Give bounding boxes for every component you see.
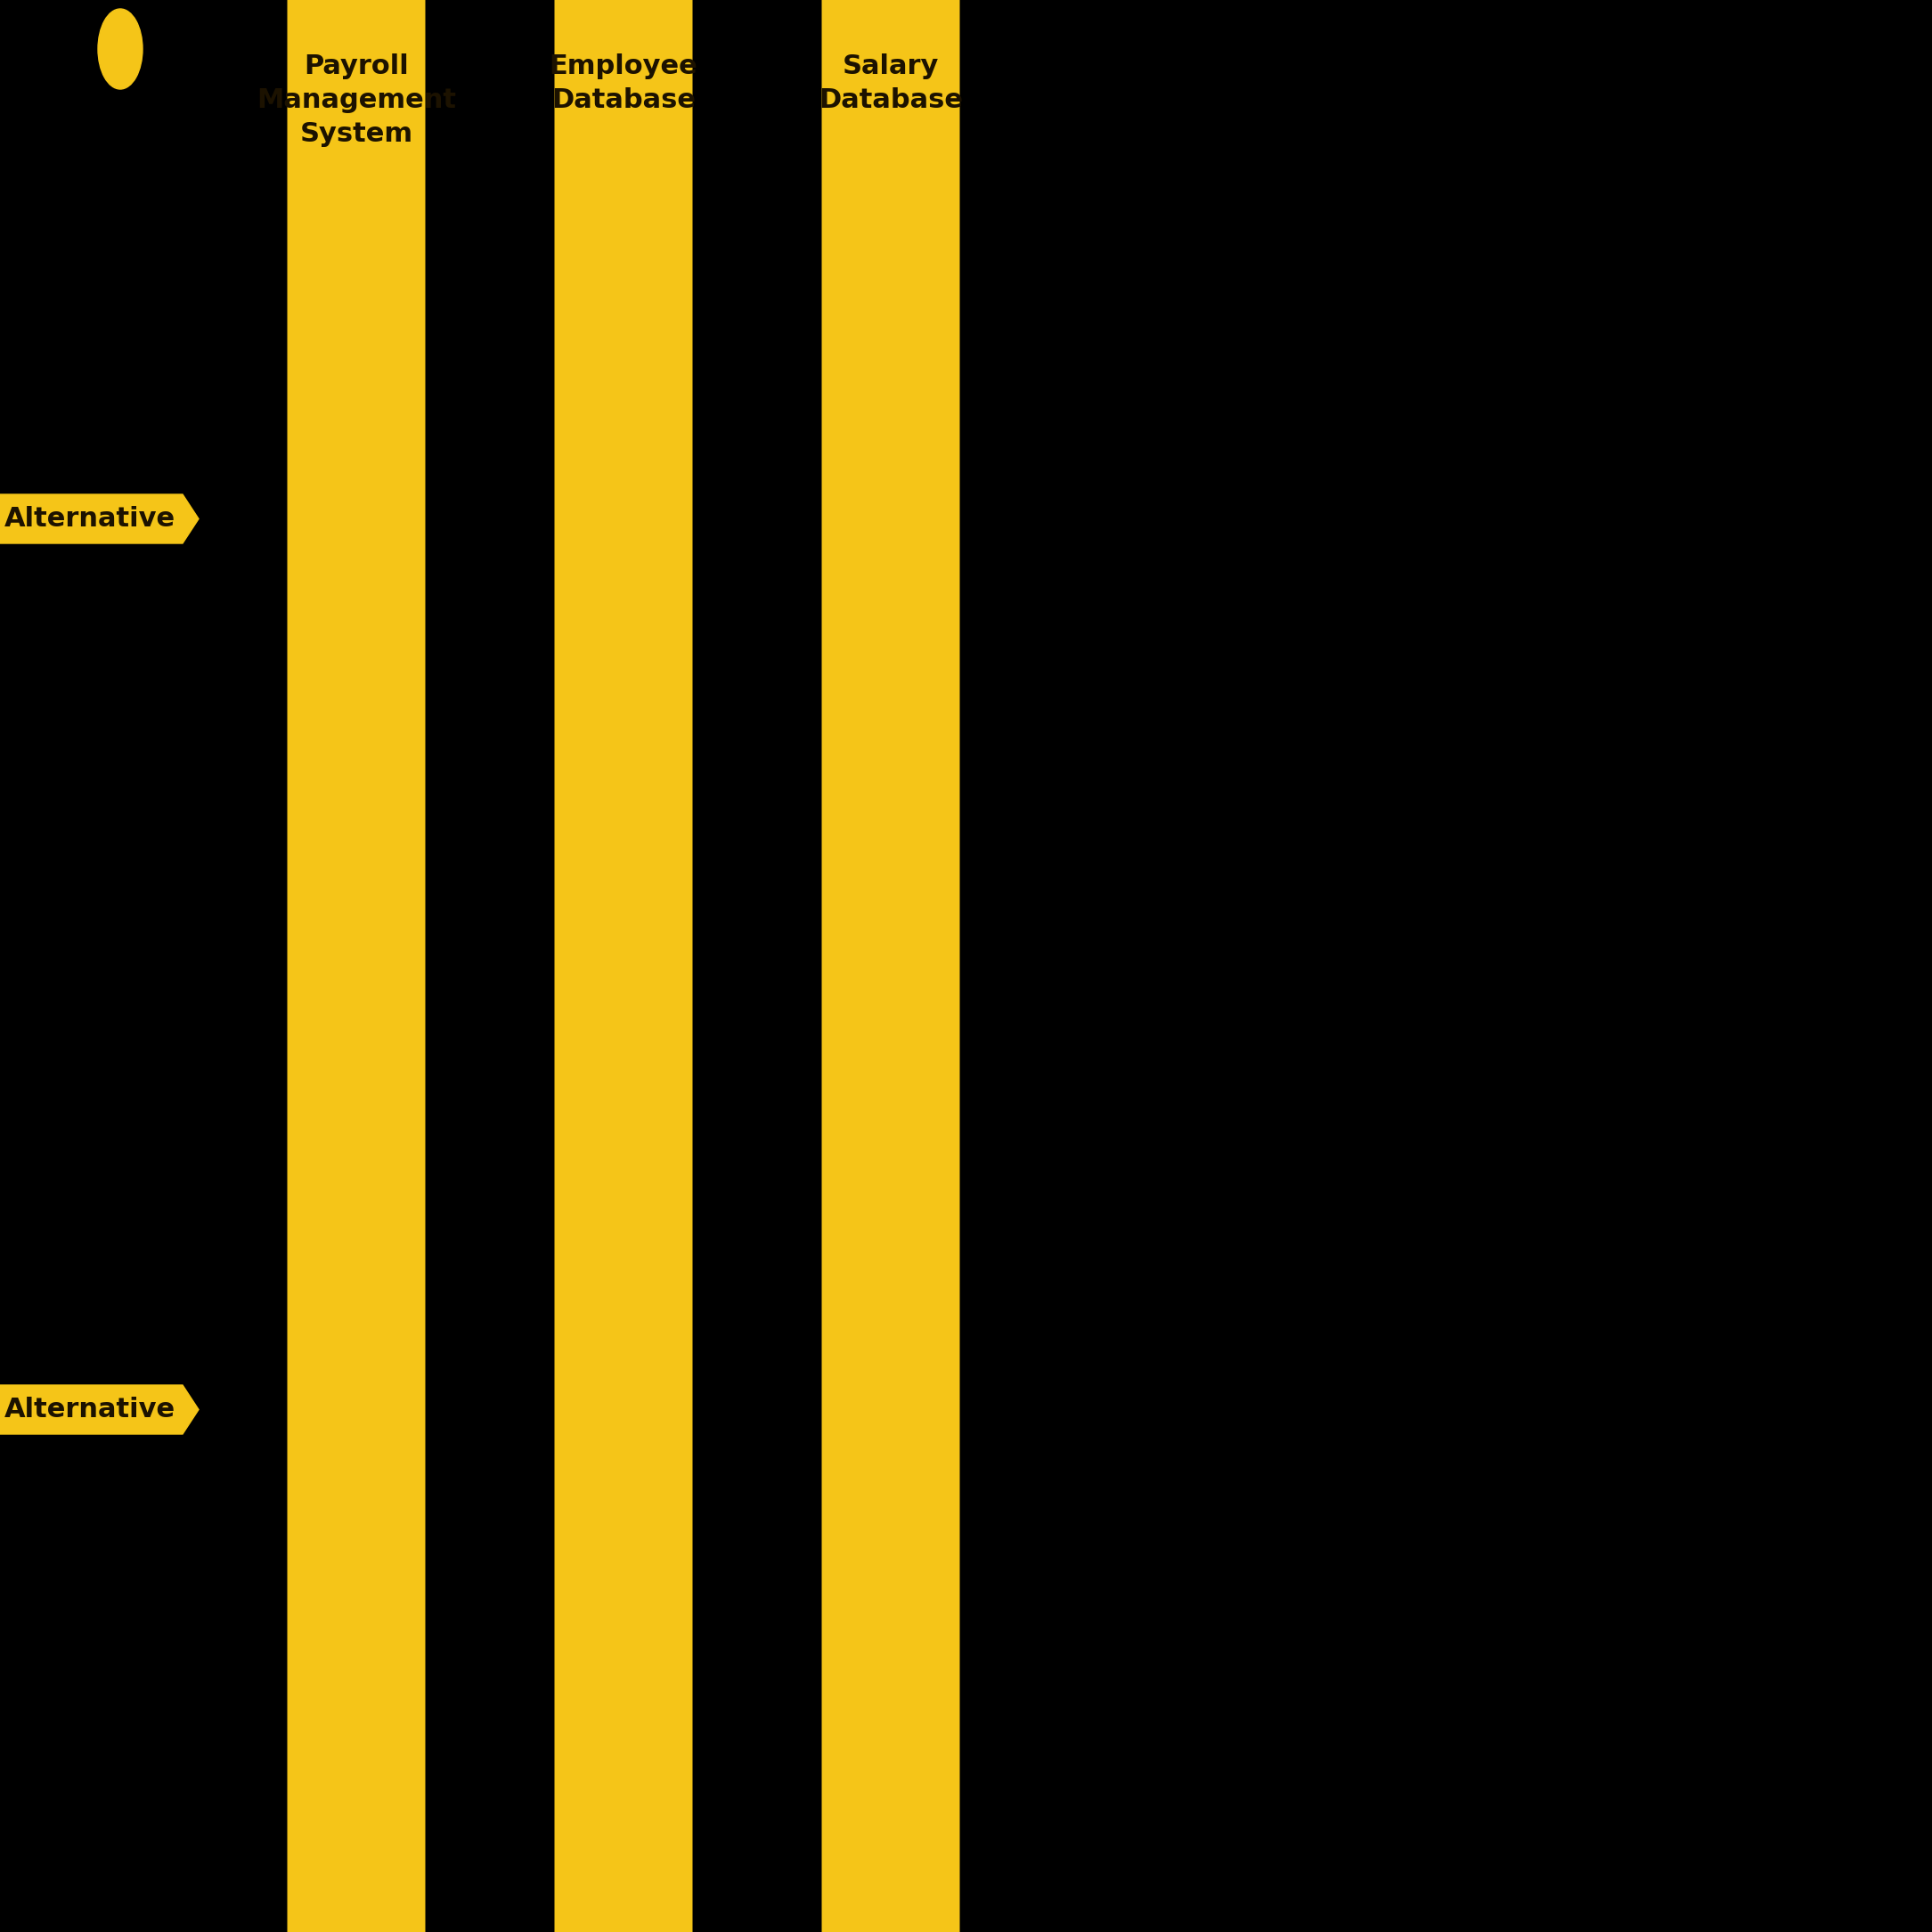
FancyBboxPatch shape [821,0,960,1932]
FancyBboxPatch shape [554,0,692,1932]
Text: Employee
Database: Employee Database [549,54,697,114]
Polygon shape [0,1385,199,1434]
Text: Alternative: Alternative [4,1397,176,1422]
Polygon shape [0,495,199,543]
Text: Salary
Database: Salary Database [819,54,962,114]
Text: Payroll
Management
System: Payroll Management System [257,54,456,147]
Ellipse shape [99,10,143,89]
Text: Alternative: Alternative [4,506,176,531]
FancyBboxPatch shape [288,0,425,1932]
